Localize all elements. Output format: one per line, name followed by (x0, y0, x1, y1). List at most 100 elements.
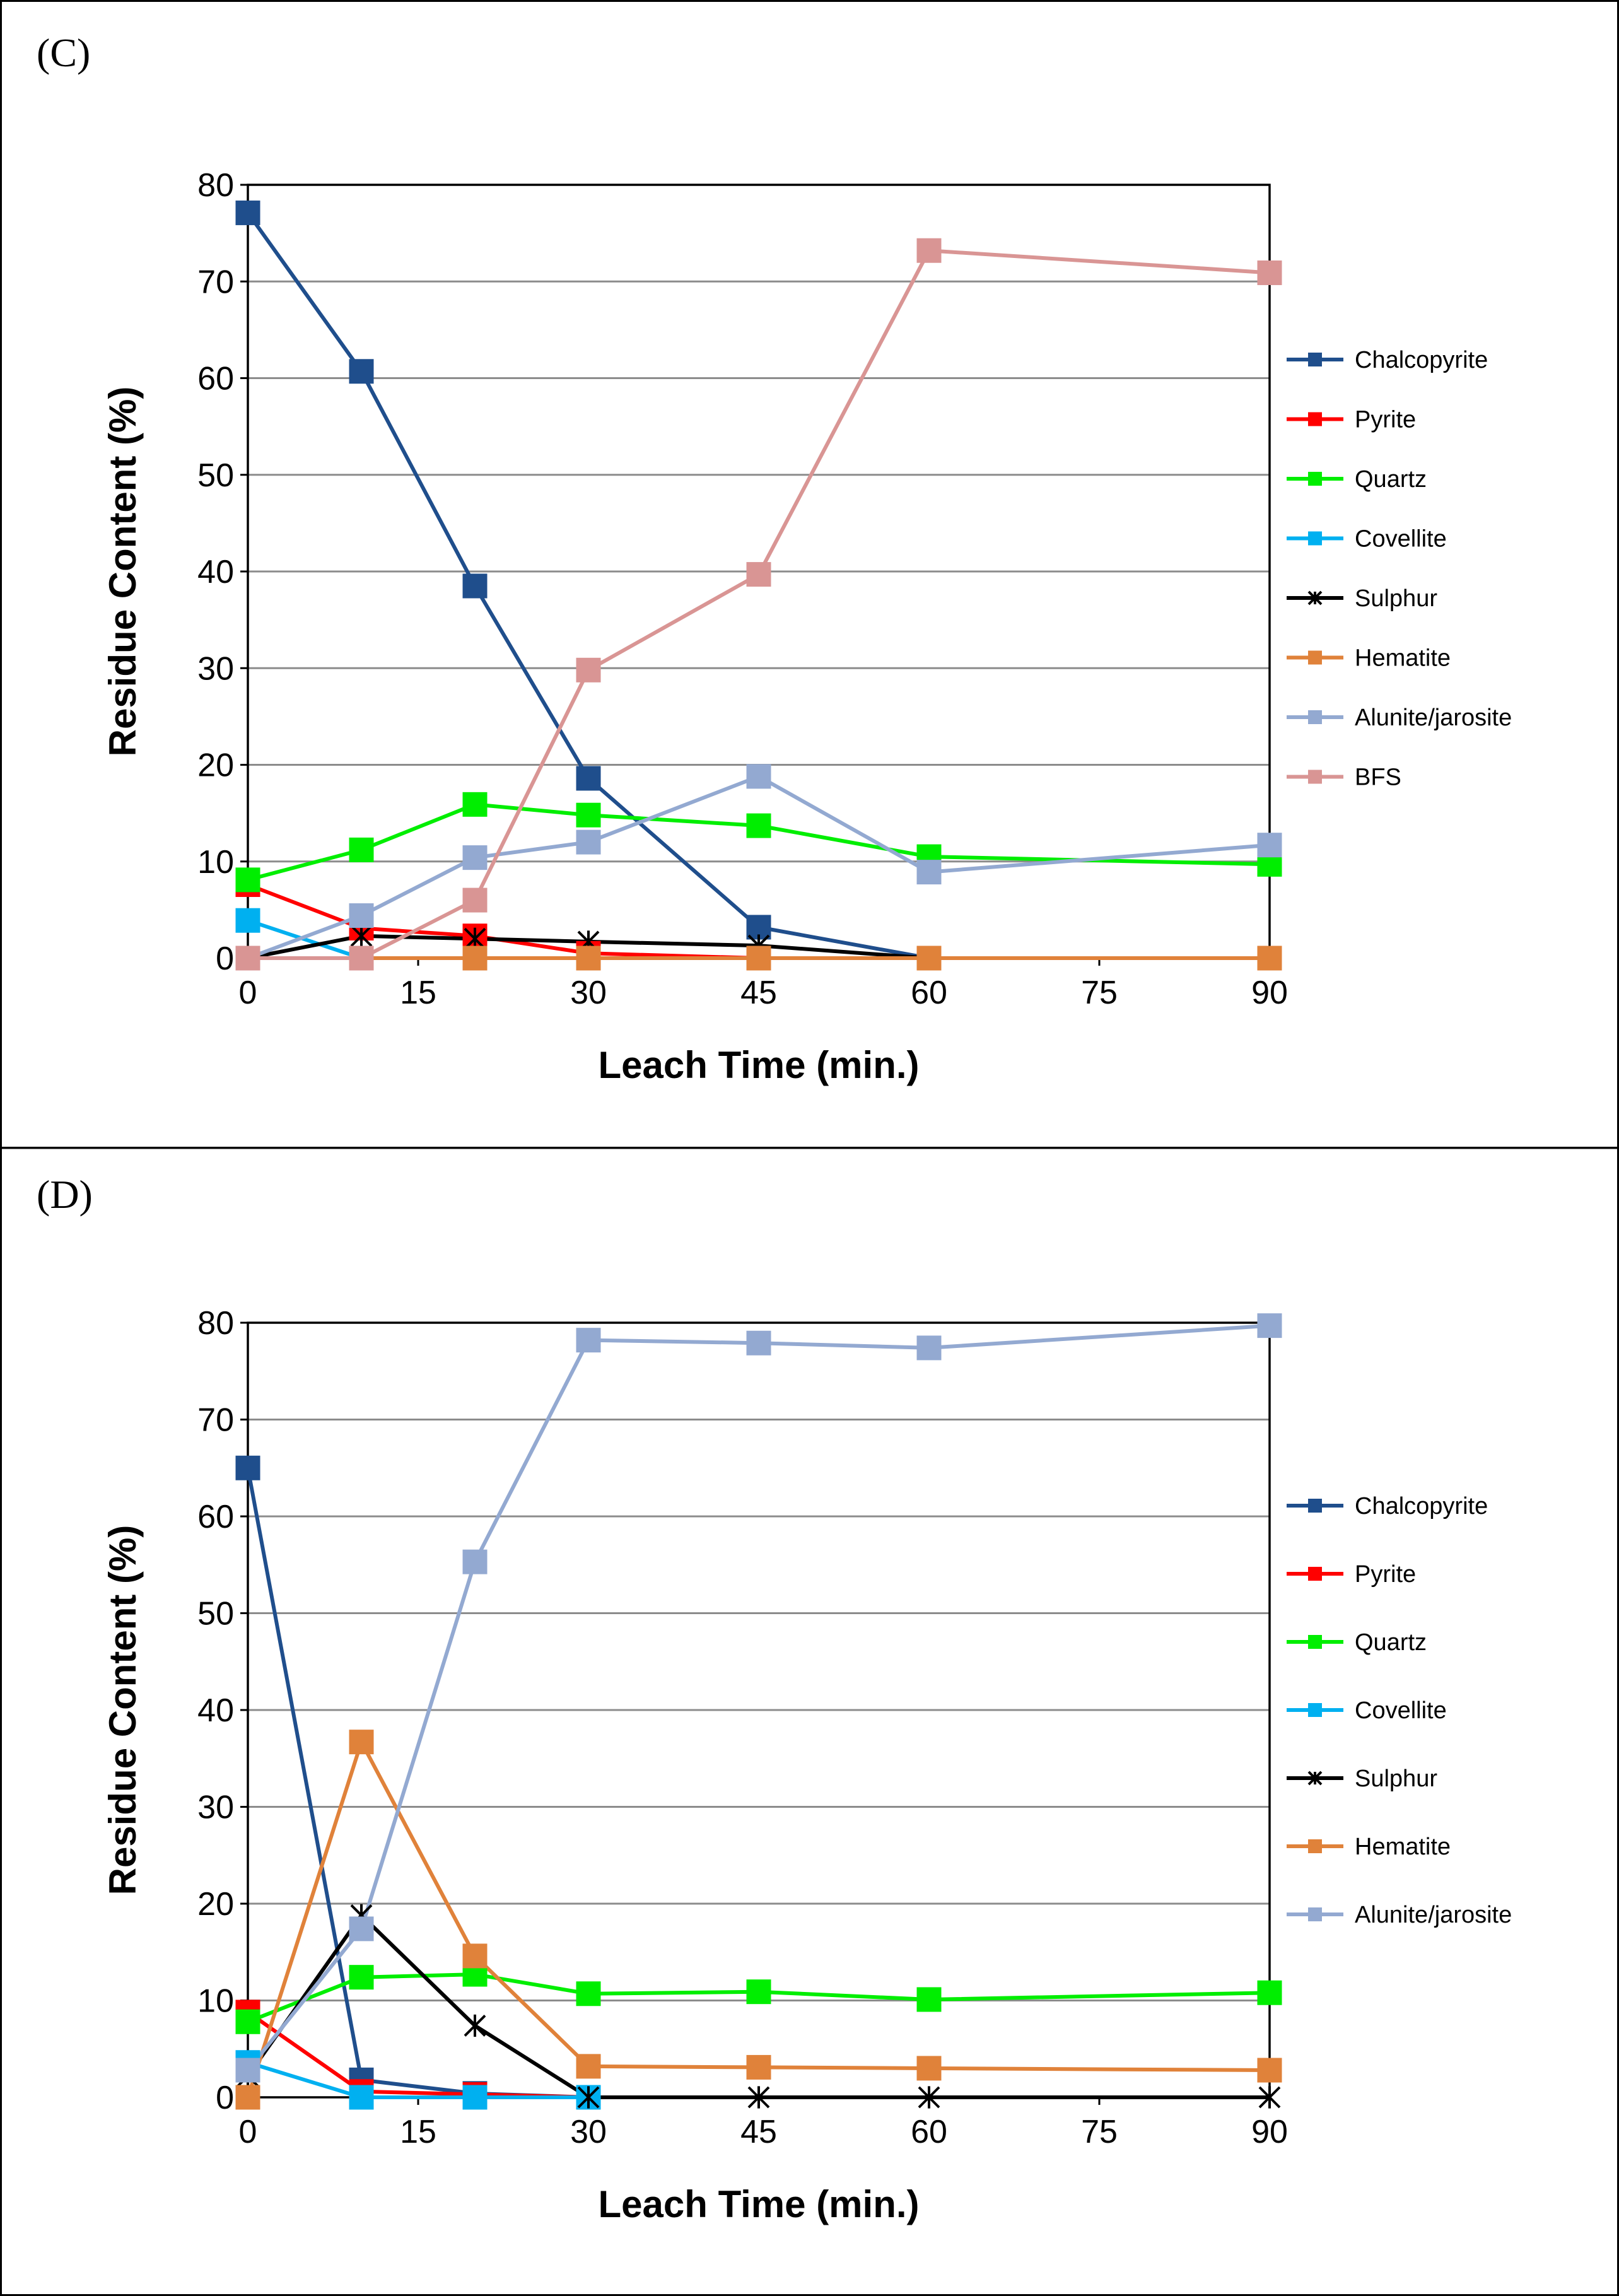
data-point-hematite (746, 2054, 771, 2080)
data-point-quartz (349, 837, 374, 862)
series-line-covellite (247, 918, 362, 960)
data-point-quartz (235, 2009, 260, 2034)
data-point-chalcopyrite (576, 766, 601, 791)
data-point-hematite (349, 1730, 374, 1755)
data-point-sulphur (350, 925, 373, 947)
y-tick-label: 0 (216, 2080, 234, 2116)
data-point-chalcopyrite (349, 359, 374, 384)
data-point-quartz (462, 792, 488, 817)
y-tick-label: 10 (197, 844, 234, 881)
data-point-hematite (1257, 2058, 1282, 2083)
legend-label-sulphur: Sulphur (1355, 585, 1437, 612)
y-tick-label: 40 (197, 1692, 234, 1729)
legend-label-covellite: Covellite (1355, 526, 1447, 553)
data-point-alunite-jarosite (349, 1916, 374, 1942)
data-point-chalcopyrite (235, 1455, 260, 1480)
legend-marker-chalcopyrite (1308, 1499, 1322, 1513)
y-tick-label: 60 (197, 1499, 234, 1535)
data-point-quartz (746, 1979, 771, 2005)
legend-label-pyrite: Pyrite (1355, 1561, 1416, 1588)
chart-panel-c: (C) 0 10 20 30 40 50 60 70 80 0 15 30 45 60 75 90 Leach T… (0, 0, 1619, 1148)
data-point-bfs (1257, 260, 1282, 285)
y-tick-label: 40 (197, 554, 234, 590)
legend-label-quartz: Quartz (1355, 466, 1427, 493)
legend-marker-covellite (1308, 1703, 1322, 1717)
legend-marker-bfs (1308, 770, 1322, 784)
data-point-covellite (235, 908, 260, 933)
y-tick-label: 70 (197, 264, 234, 300)
legend-label-bfs: BFS (1355, 764, 1401, 791)
series-line-bfs (248, 249, 1270, 960)
y-tick-label: 30 (197, 650, 234, 687)
legend-marker-pyrite (1308, 1567, 1322, 1581)
data-point-quartz (1257, 1980, 1282, 2005)
legend-label-alunite-jarosite: Alunite/jarosite (1355, 1902, 1512, 1928)
series-line-alunite-jarosite (246, 1323, 1270, 2071)
data-point-hematite (576, 2054, 601, 2079)
legend-marker-alunite-jarosite (1308, 1907, 1322, 1921)
legend-marker-alunite-jarosite (1308, 710, 1322, 724)
legend-label-alunite-jarosite: Alunite/jarosite (1355, 705, 1512, 731)
data-point-sulphur (747, 2086, 770, 2109)
series-line-sulphur (247, 934, 930, 960)
y-tick-label: 30 (197, 1789, 234, 1826)
data-point-alunite-jarosite (916, 1335, 942, 1361)
panel-label: (D) (37, 1172, 93, 1217)
chart-c-svg: (C) 0 10 20 30 40 50 60 70 80 0 15 30 45 60 75 90 Leach T… (0, 0, 1619, 1148)
legend-marker-pyrite (1308, 412, 1322, 426)
data-point-quartz (235, 867, 260, 893)
x-axis-title: Leach Time (min.) (598, 1044, 919, 1086)
data-point-quartz (916, 1987, 942, 2012)
legend-label-chalcopyrite: Chalcopyrite (1355, 347, 1488, 373)
data-point-bfs (235, 946, 260, 971)
x-tick-label: 90 (1251, 2114, 1288, 2150)
chart-panel-d: (D) 0 10 20 30 40 50 60 70 80 0 15 30 45 60 75 90 Leach T… (0, 1148, 1619, 2296)
data-point-alunite-jarosite (349, 903, 374, 928)
legend-label-chalcopyrite: Chalcopyrite (1355, 1493, 1488, 1520)
legend-label-pyrite: Pyrite (1355, 407, 1416, 433)
panel-frame (0, 1148, 1619, 2296)
chart-d-svg: (D) 0 10 20 30 40 50 60 70 80 0 15 30 45 60 75 90 Leach T… (0, 1148, 1619, 2296)
y-tick-label: 60 (197, 361, 234, 397)
legend-label-quartz: Quartz (1355, 1629, 1427, 1656)
data-point-alunite-jarosite (746, 764, 771, 789)
x-tick-label: 60 (911, 975, 947, 1011)
data-point-chalcopyrite (462, 573, 488, 599)
y-tick-label: 0 (216, 940, 234, 977)
y-tick-label: 80 (197, 1305, 234, 1342)
data-point-bfs (349, 946, 374, 971)
series-line-chalcopyrite (246, 211, 930, 960)
data-point-hematite (235, 2085, 260, 2110)
data-point-quartz (576, 802, 601, 828)
data-point-alunite-jarosite (462, 845, 488, 870)
x-tick-label: 90 (1251, 975, 1288, 1011)
data-point-quartz (349, 1965, 374, 1990)
data-point-alunite-jarosite (462, 1549, 488, 1574)
x-tick-label: 0 (239, 975, 257, 1011)
data-point-quartz (746, 813, 771, 838)
legend-label-sulphur: Sulphur (1355, 1766, 1437, 1792)
data-point-bfs (576, 657, 601, 682)
x-tick-label: 45 (740, 975, 777, 1011)
series-line-pyrite (247, 2010, 589, 2099)
panel-label: (C) (37, 30, 90, 75)
x-tick-label: 15 (400, 975, 436, 1011)
data-point-alunite-jarosite (235, 2058, 260, 2083)
legend-marker-hematite (1308, 650, 1322, 665)
y-axis-title: Residue Content (%) (102, 387, 144, 757)
data-point-alunite-jarosite (576, 1328, 601, 1353)
legend-label-hematite: Hematite (1355, 645, 1451, 672)
x-tick-label: 30 (570, 2114, 607, 2150)
y-tick-label: 20 (197, 1886, 234, 1923)
data-point-alunite-jarosite (746, 1330, 771, 1356)
data-point-hematite (916, 2056, 942, 2081)
x-tick-label: 15 (400, 2114, 436, 2150)
legend-marker-quartz (1308, 1635, 1322, 1649)
data-point-hematite (746, 946, 771, 971)
data-point-hematite (462, 1943, 488, 1969)
y-axis-title: Residue Content (%) (102, 1525, 144, 1895)
legend-label-hematite: Hematite (1355, 1834, 1451, 1860)
x-tick-label: 30 (570, 975, 607, 1011)
data-point-hematite (576, 946, 601, 971)
data-point-alunite-jarosite (1257, 1313, 1282, 1338)
